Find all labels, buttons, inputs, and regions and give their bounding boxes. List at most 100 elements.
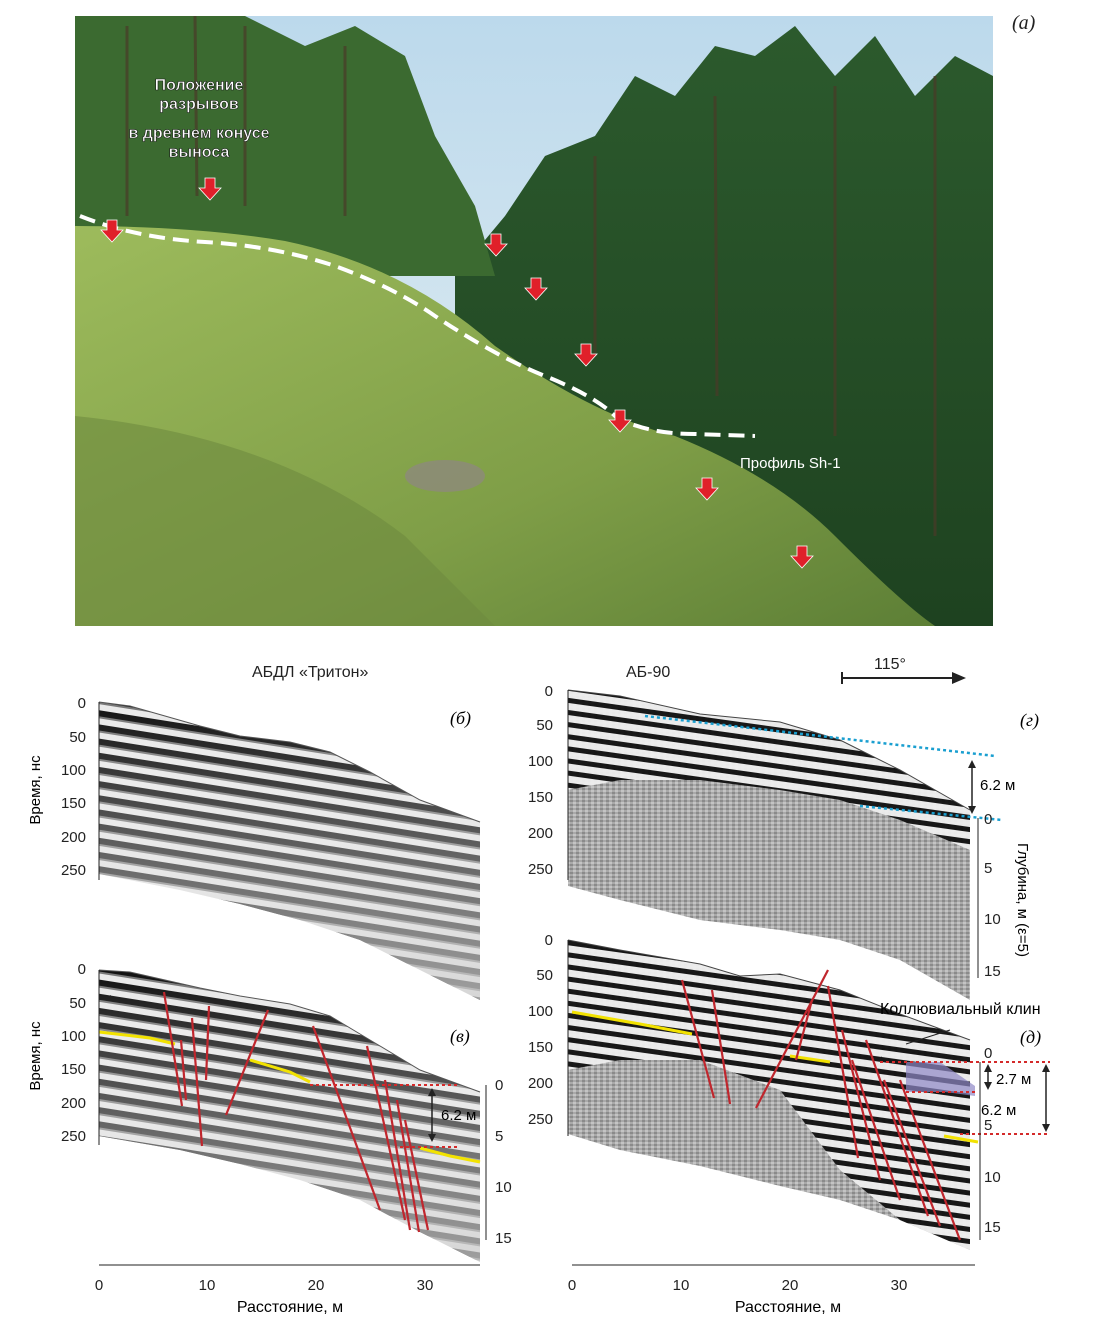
distance-axis-right: 0 10 20 30 <box>568 1264 975 1294</box>
tick-label: 20 <box>782 1277 799 1294</box>
horizon-line <box>98 1030 176 1046</box>
tick-label: 10 <box>199 1277 216 1294</box>
arrow-icon <box>790 545 814 569</box>
panel-letter-g: (г) <box>1020 710 1039 731</box>
tick-label: 250 <box>528 1111 553 1128</box>
offset-label-g: 6.2 м <box>980 777 1015 794</box>
tick-label: 100 <box>61 1028 86 1045</box>
arrow-icon <box>524 277 548 301</box>
horizon-line <box>249 1058 311 1084</box>
depth-axis-v: 0 5 10 15 <box>485 1077 512 1247</box>
tick-label: 10 <box>984 911 1001 928</box>
tick-label: 15 <box>984 1219 1001 1236</box>
tick-label: 5 <box>984 860 992 877</box>
arrow-icon <box>574 343 598 367</box>
fault-arrows <box>100 177 814 569</box>
left-forest <box>75 16 495 276</box>
tick-label: 250 <box>61 862 86 879</box>
tick-label: 50 <box>69 995 86 1012</box>
arrow-icon <box>100 219 124 243</box>
tick-label: 50 <box>536 717 553 734</box>
tick-label: 30 <box>417 1277 434 1294</box>
rock <box>405 460 485 492</box>
tick-label: 50 <box>536 967 553 984</box>
offset-label-d1: 2.7 м <box>996 1071 1031 1088</box>
panel-letter-a: (а) <box>1012 12 1036 34</box>
horizon-line <box>943 1134 979 1144</box>
offset-label-d2: 6.2 м <box>981 1102 1016 1119</box>
tick-label: 0 <box>545 683 553 700</box>
tick-label: 10 <box>984 1169 1001 1186</box>
tick-label: 0 <box>545 932 553 949</box>
arrow-icon <box>608 409 632 433</box>
header-ab90: АБ-90 <box>626 664 671 681</box>
tick-label: 150 <box>528 789 553 806</box>
colluvial-wedge-label: Коллювиальный клин <box>880 1001 1041 1018</box>
azimuth-label: 115° <box>874 656 906 673</box>
tick-label: 0 <box>78 695 86 712</box>
tick-label: 0 <box>568 1277 576 1294</box>
tick-label: 15 <box>984 963 1001 980</box>
tick-label: 10 <box>495 1179 512 1196</box>
colluvial-wedge <box>906 1062 975 1096</box>
tick-label: 250 <box>61 1128 86 1145</box>
photo-annotation-line-1: Положение <box>155 77 244 94</box>
profile-label: Профиль Sh-1 <box>740 455 841 472</box>
tick-label: 30 <box>891 1277 908 1294</box>
field-photo: Положение разрывов в древнем конусе выно… <box>75 16 993 626</box>
depth-axis-g: 0 5 10 15 <box>977 811 1001 980</box>
fault-lines-v <box>162 991 430 1233</box>
distance-axis-left: 0 10 20 30 <box>95 1264 480 1294</box>
tick-label: 0 <box>984 1045 992 1062</box>
time-axis-label-b: Время, нс <box>27 755 44 825</box>
tick-label: 0 <box>984 811 992 828</box>
panel-b-radargram <box>98 701 481 1000</box>
tick-label: 150 <box>528 1039 553 1056</box>
depth-axis-label: Глубина, м (ε=5) <box>1014 843 1031 957</box>
horizon-line <box>571 1010 693 1036</box>
panel-d-radargram <box>567 939 1050 1250</box>
tick-label: 15 <box>495 1230 512 1247</box>
tick-label: 100 <box>61 762 86 779</box>
time-axis-b: 0 50 100 150 200 250 <box>61 695 100 880</box>
tick-label: 200 <box>528 1075 553 1092</box>
depth-axis-d: 0 5 10 15 <box>979 1045 1001 1240</box>
panel-v-radargram <box>98 969 481 1262</box>
tick-label: 0 <box>495 1077 503 1094</box>
time-axis-d: 0 50 100 150 200 250 <box>528 932 569 1136</box>
tick-label: 5 <box>495 1128 503 1145</box>
time-axis-label-v: Время, нс <box>27 1021 44 1091</box>
arrow-icon <box>484 233 508 257</box>
horizon-line <box>419 1146 481 1164</box>
tick-label: 0 <box>78 961 86 978</box>
photo-annotation-line-3: в древнем конусе <box>128 125 269 142</box>
tick-label: 100 <box>528 1003 553 1020</box>
distance-axis-label-right: Расстояние, м <box>735 1299 841 1316</box>
photo-annotation-line-4: выноса <box>169 144 230 161</box>
azimuth-arrow-icon <box>841 672 966 684</box>
arrow-icon <box>695 477 719 501</box>
tick-label: 150 <box>61 795 86 812</box>
time-axis-v: 0 50 100 150 200 250 <box>61 961 100 1145</box>
header-triton: АБДЛ «Тритон» <box>252 664 369 681</box>
tick-label: 200 <box>61 829 86 846</box>
offset-label-v: 6.2 м <box>441 1107 476 1124</box>
tick-label: 10 <box>673 1277 690 1294</box>
tick-label: 20 <box>308 1277 325 1294</box>
tick-label: 150 <box>61 1061 86 1078</box>
arrow-icon <box>198 177 222 201</box>
panel-g-radargram <box>567 689 1003 1000</box>
reference-line <box>644 714 996 758</box>
panel-letter-b: (б) <box>450 708 471 729</box>
tick-label: 200 <box>61 1095 86 1112</box>
tick-label: 200 <box>528 825 553 842</box>
tick-label: 250 <box>528 861 553 878</box>
panel-letter-d: (д) <box>1020 1027 1041 1048</box>
panel-letter-v: (в) <box>450 1026 470 1047</box>
fault-lines-d <box>680 969 962 1241</box>
tick-label: 5 <box>984 1117 992 1134</box>
tree-trunks <box>125 16 937 536</box>
tick-label: 50 <box>69 729 86 746</box>
tick-label: 0 <box>95 1277 103 1294</box>
